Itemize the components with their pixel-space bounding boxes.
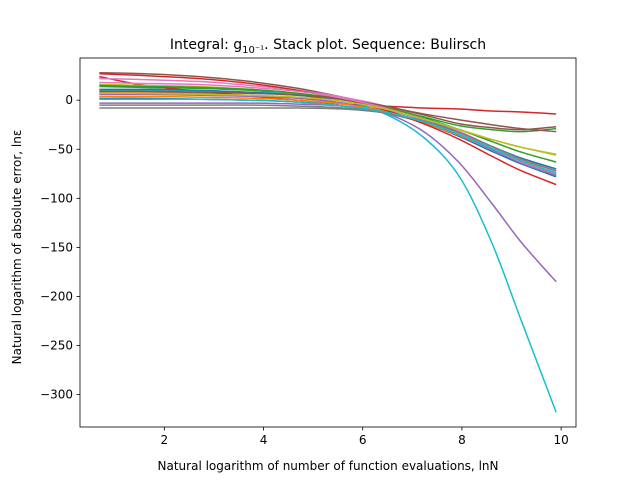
chart-title: Integral: g10⁻¹. Stack plot. Sequence: B… [170, 37, 486, 56]
y-tick-label: −50 [48, 142, 73, 156]
y-tick-label: 0 [65, 93, 73, 107]
x-tick-label: 10 [553, 433, 568, 447]
y-tick-label: −300 [40, 388, 73, 402]
plot-area [99, 71, 557, 413]
chart-title-subscript: 10⁻¹ [242, 45, 264, 56]
chart-title-rest: . Stack plot. Sequence: Bulirsch [264, 37, 486, 53]
x-axis-label: Natural logarithm of number of function … [158, 459, 499, 473]
x-tick-label: 4 [260, 433, 268, 447]
y-tick-label: −100 [40, 191, 73, 205]
chart-title-main: Integral: g [170, 37, 242, 53]
y-axis-label: Natural logarithm of absolute error, lnε [10, 130, 24, 365]
axis-ticks: 2 4 6 8 10 0 −50 −100 −150 −200 −250 −300 [40, 93, 569, 447]
series-line-19 [99, 92, 557, 155]
y-tick-label: −150 [40, 240, 73, 254]
series-line-20 [99, 98, 557, 174]
axes-frame [79, 57, 577, 428]
y-tick-label: −200 [40, 289, 73, 303]
y-tick-label: −250 [40, 339, 73, 353]
x-tick-label: 6 [359, 433, 367, 447]
series-line-18 [99, 104, 557, 172]
x-tick-label: 8 [458, 433, 466, 447]
x-tick-label: 2 [160, 433, 168, 447]
